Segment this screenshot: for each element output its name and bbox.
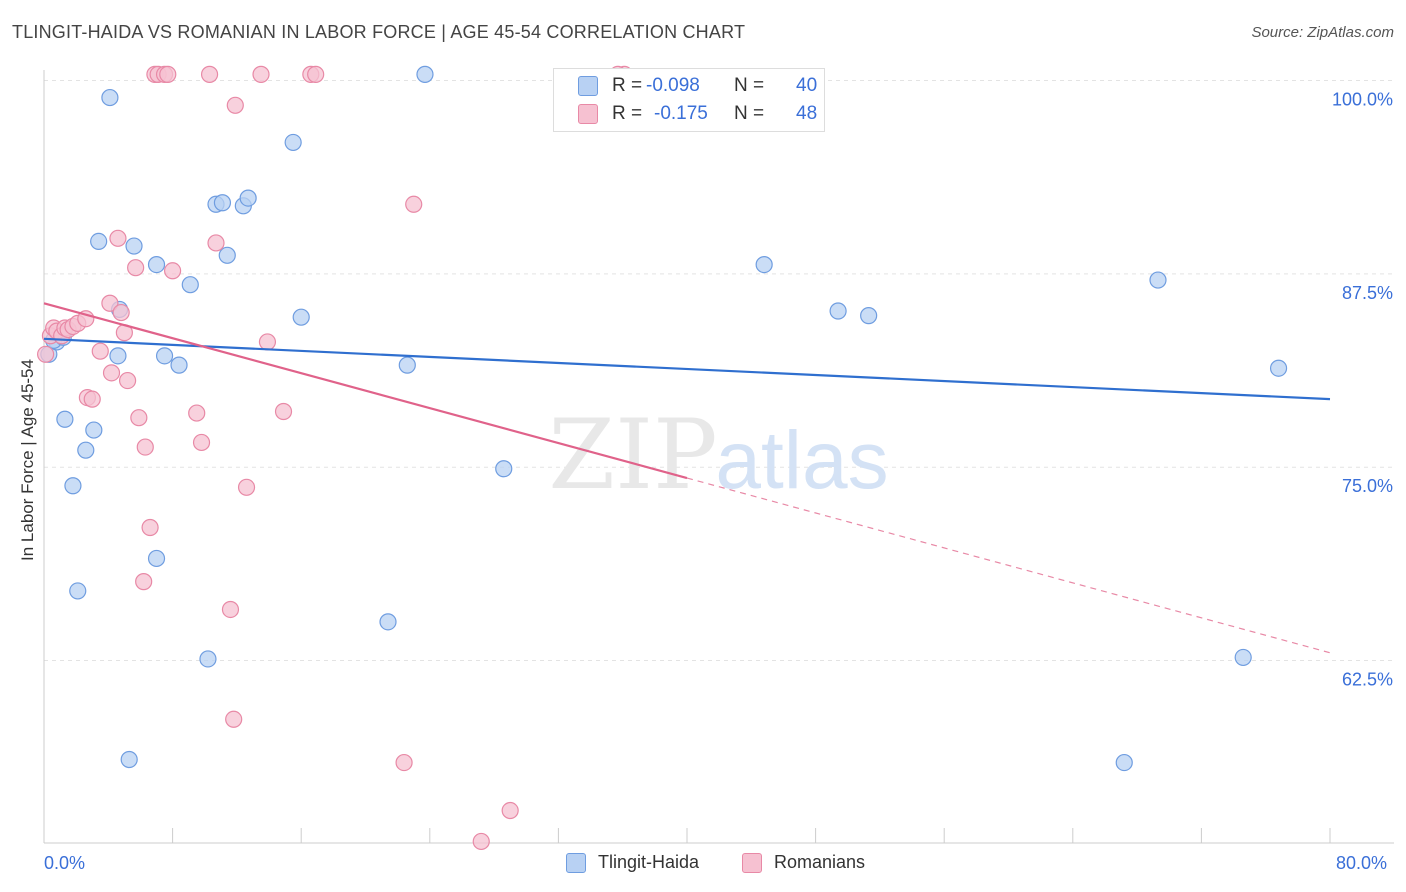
tlingit-point bbox=[829, 302, 847, 320]
legend-r-label: R = bbox=[612, 75, 643, 96]
tlingit-point bbox=[1269, 359, 1288, 377]
legend-swatch-tlingit bbox=[578, 76, 598, 96]
tlingit-point bbox=[379, 613, 397, 631]
romanian-point bbox=[112, 303, 130, 322]
legend-swatch-romanians bbox=[578, 104, 598, 124]
tlingit-point bbox=[860, 307, 878, 325]
correlation-legend: R = -0.098 N = 40 R = -0.175 N = 48 bbox=[553, 68, 825, 132]
tlingit-point bbox=[101, 88, 119, 107]
tlingit-point bbox=[181, 276, 199, 294]
romanian-point bbox=[188, 404, 206, 422]
tlingit-point bbox=[120, 750, 138, 769]
data-points bbox=[37, 65, 1288, 851]
romanian-point bbox=[225, 710, 243, 728]
tlingit-point bbox=[1234, 648, 1252, 667]
y-tick-labels: 100.0% 87.5% 75.0% 62.5% bbox=[1332, 90, 1393, 690]
romanian-point bbox=[135, 573, 153, 591]
tlingit-point bbox=[1149, 271, 1167, 289]
romanian-point bbox=[207, 234, 225, 252]
tlingit-point bbox=[398, 356, 416, 374]
romanian-trend-line bbox=[43, 302, 688, 480]
romanian-point bbox=[501, 801, 519, 820]
romanian-point bbox=[101, 294, 119, 312]
romanian-point bbox=[200, 65, 219, 83]
romanian-point bbox=[37, 345, 55, 363]
tlingit-point bbox=[755, 255, 773, 274]
tlingit-point bbox=[213, 194, 232, 212]
y-tick-label: 100.0% bbox=[1332, 90, 1393, 110]
tlingit-point bbox=[292, 308, 310, 326]
x-tick-max: 80.0% bbox=[1336, 853, 1388, 873]
romanian-point bbox=[252, 65, 270, 83]
legend-n-label: N = bbox=[734, 75, 765, 96]
bottom-legend-label-romanians: Romanians bbox=[774, 852, 866, 872]
tlingit-point bbox=[239, 189, 257, 207]
y-tick-label: 75.0% bbox=[1342, 476, 1393, 496]
chart-source: Source: ZipAtlas.com bbox=[1251, 24, 1394, 41]
romanian-point bbox=[405, 195, 423, 213]
trend-lines bbox=[43, 302, 1331, 654]
legend-n-value: 40 bbox=[796, 75, 818, 96]
tlingit-point bbox=[284, 133, 302, 152]
romanian-point bbox=[307, 65, 325, 83]
tlingit-point bbox=[56, 410, 74, 428]
romanian-point bbox=[118, 371, 137, 390]
bottom-legend-swatch-romanians bbox=[742, 853, 762, 873]
legend-n-label: N = bbox=[734, 103, 765, 124]
romanian-point bbox=[159, 65, 177, 83]
legend-r-label: R = bbox=[612, 103, 643, 124]
romanian-point bbox=[258, 333, 277, 351]
tlingit-point bbox=[170, 356, 188, 374]
legend-n-value: 48 bbox=[796, 103, 818, 124]
romanian-point bbox=[274, 402, 293, 421]
romanian-point bbox=[226, 96, 244, 114]
romanian-point bbox=[395, 753, 413, 772]
axes bbox=[43, 70, 1394, 844]
legend-r-value: -0.098 bbox=[646, 75, 700, 96]
tlingit-point bbox=[109, 347, 127, 365]
watermark: ZIP atlas bbox=[548, 399, 888, 511]
tlingit-trend-line bbox=[43, 337, 1331, 401]
tlingit-point bbox=[218, 246, 236, 264]
x-tick-min: 0.0% bbox=[44, 853, 86, 873]
romanian-point bbox=[221, 600, 240, 619]
romanian-point bbox=[141, 518, 159, 537]
chart-title: TLINGIT-HAIDA VS ROMANIAN IN LABOR FORCE… bbox=[12, 22, 746, 42]
tlingit-point bbox=[147, 549, 166, 568]
y-tick-label: 87.5% bbox=[1342, 283, 1393, 303]
bottom-legend-swatch-tlingit bbox=[566, 853, 586, 873]
romanian-point bbox=[109, 229, 127, 247]
romanian-trend-extension bbox=[686, 477, 1331, 654]
tlingit-point bbox=[199, 650, 217, 668]
tlingit-point bbox=[416, 65, 434, 83]
romanian-point bbox=[164, 262, 182, 280]
romanian-point bbox=[127, 259, 145, 277]
romanian-point bbox=[472, 832, 490, 851]
tlingit-point bbox=[77, 441, 95, 459]
tlingit-point bbox=[147, 255, 166, 274]
y-tick-label: 62.5% bbox=[1342, 670, 1393, 690]
tlingit-point bbox=[155, 347, 174, 365]
legend-r-value: -0.175 bbox=[654, 103, 708, 124]
watermark-zip: ZIP bbox=[548, 399, 717, 511]
romanian-point bbox=[91, 342, 109, 360]
tlingit-point bbox=[69, 582, 87, 600]
tlingit-point bbox=[85, 421, 103, 439]
romanian-point bbox=[192, 433, 211, 452]
tlingit-point bbox=[1115, 753, 1133, 772]
bottom-legend-label-tlingit: Tlingit-Haida bbox=[598, 852, 700, 872]
romanian-point bbox=[237, 478, 256, 496]
romanian-point bbox=[83, 390, 101, 408]
romanian-point bbox=[136, 438, 154, 456]
watermark-atlas: atlas bbox=[715, 415, 888, 506]
romanian-point bbox=[130, 409, 148, 427]
romanian-point bbox=[102, 364, 121, 382]
tlingit-point bbox=[64, 477, 82, 495]
tlingit-point bbox=[125, 237, 143, 255]
tlingit-point bbox=[495, 460, 513, 478]
tlingit-point bbox=[90, 232, 108, 250]
